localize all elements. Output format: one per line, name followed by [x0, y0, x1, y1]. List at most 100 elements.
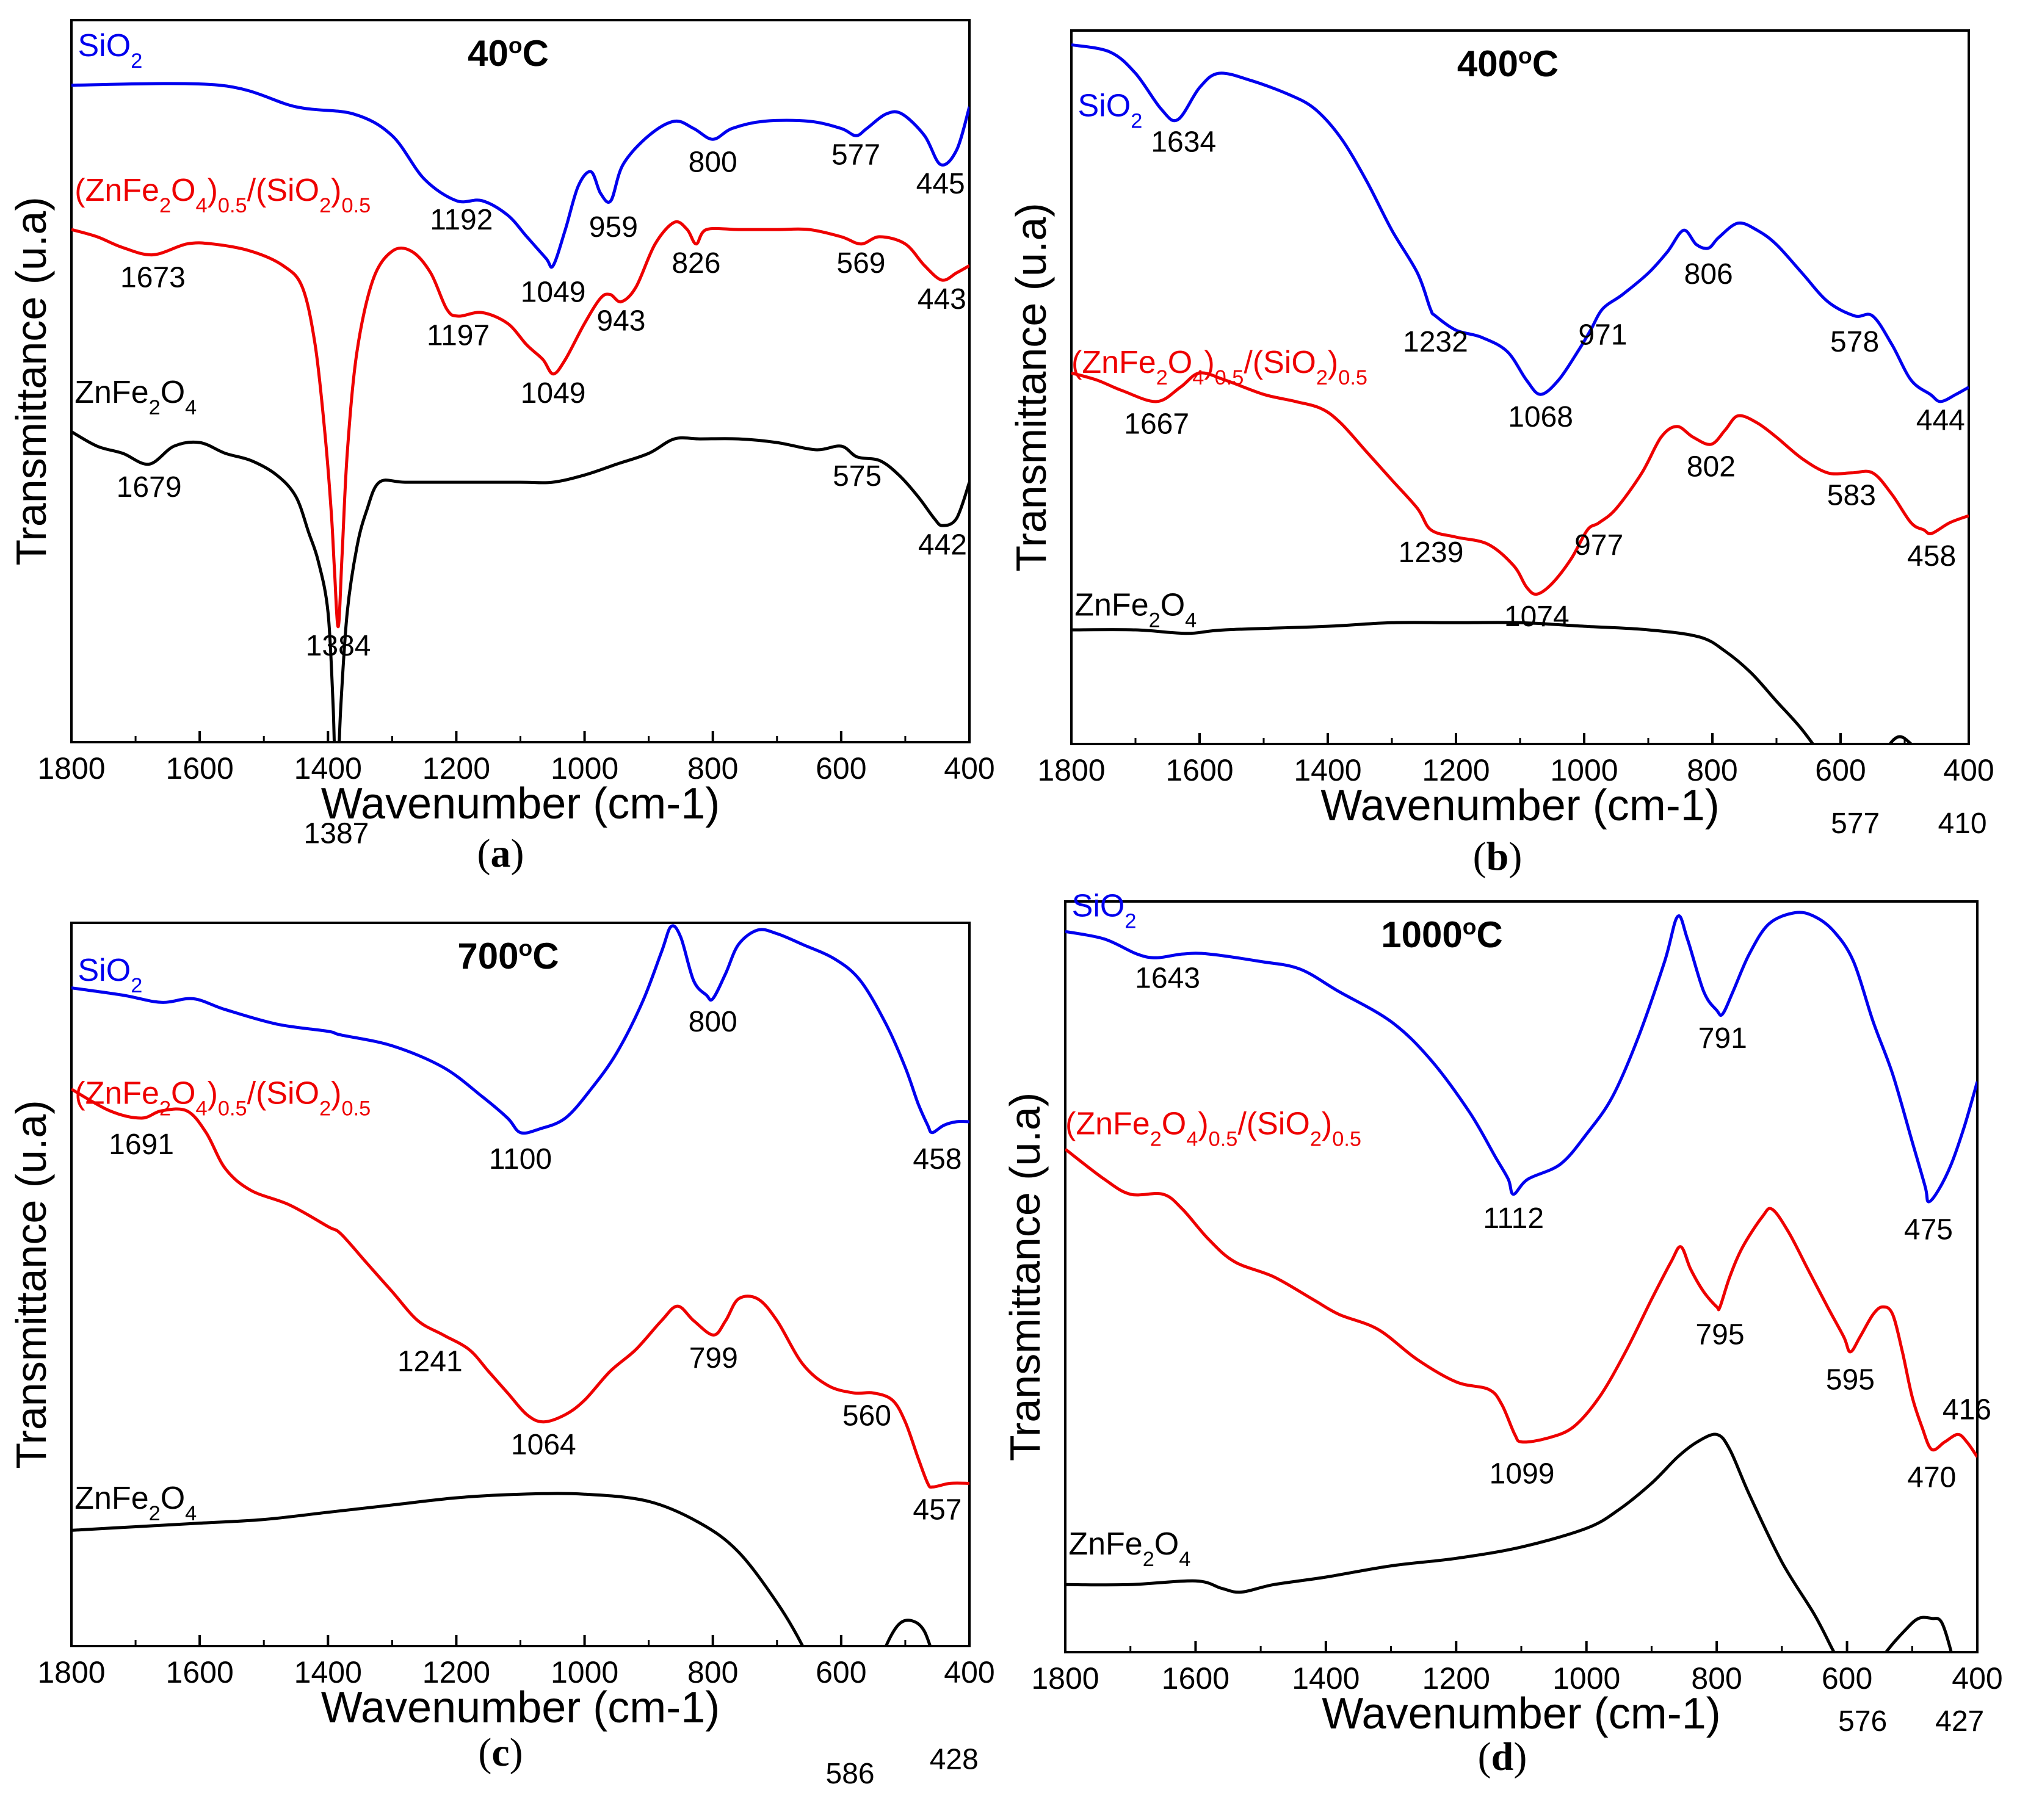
peak-label: 977 [1574, 529, 1623, 562]
x-tick-label: 1600 [166, 1655, 234, 1689]
series-line-sio2 [71, 924, 969, 1135]
peak-label: 475 [1904, 1214, 1953, 1246]
x-tick-label: 1800 [1031, 1661, 1099, 1695]
peak-label: 427 [1935, 1705, 1984, 1738]
panel-caption: (c) [478, 1730, 523, 1775]
peak-label: 583 [1827, 479, 1876, 511]
peak-label: 1192 [430, 204, 493, 236]
peak-label: 1099 [1490, 1457, 1555, 1490]
peak-label: 806 [1684, 258, 1733, 291]
x-tick-label: 400 [944, 751, 994, 785]
peak-label: 1100 [489, 1143, 552, 1175]
series-name-label: ZnFe2O4 [74, 1481, 197, 1525]
peak-label: 1064 [511, 1429, 576, 1461]
x-tick-label: 600 [816, 751, 866, 785]
peak-label: 575 [833, 460, 882, 493]
peak-label: 576 [1838, 1705, 1887, 1738]
x-tick-label: 1400 [294, 1655, 362, 1689]
peak-label: 1691 [109, 1128, 174, 1161]
peak-label: 795 [1695, 1319, 1744, 1351]
x-tick-label: 600 [816, 1655, 866, 1689]
panel-caption: (d) [1478, 1735, 1527, 1779]
peak-label: 577 [831, 139, 880, 172]
x-axis-label: Wavenumber (cm-1) [321, 1683, 720, 1732]
series-line-composite [71, 1088, 969, 1489]
peak-label: 1112 [1483, 1202, 1544, 1235]
peak-label: 560 [842, 1400, 891, 1432]
x-tick-label: 400 [1952, 1661, 2002, 1695]
y-axis-label: Transmittance (u.a) [1001, 1092, 1049, 1461]
series-line-sio2 [1065, 911, 1977, 1204]
peak-label: 1634 [1151, 126, 1216, 159]
peak-label: 1074 [1504, 601, 1570, 633]
series-name-label: (ZnFe2O4)0.5/(SiO2)0.5 [1071, 345, 1367, 389]
peak-label: 458 [1907, 540, 1956, 572]
x-tick-label: 400 [944, 1655, 994, 1689]
x-axis-label: Wavenumber (cm-1) [1320, 781, 1719, 830]
panel-title: 700oC [457, 935, 559, 977]
peak-label: 578 [1830, 326, 1879, 358]
peak-label: 959 [589, 211, 638, 244]
series-name-label: (ZnFe2O4)0.5/(SiO2)0.5 [74, 1075, 371, 1120]
x-tick-label: 600 [1815, 753, 1866, 787]
x-tick-label: 1000 [1552, 1661, 1620, 1695]
peak-label: 458 [913, 1143, 961, 1175]
peak-label: 577 [1831, 807, 1880, 840]
peak-label: 1387 [304, 818, 369, 850]
series-line-composite [1071, 371, 1969, 596]
peak-label: 445 [916, 168, 965, 200]
series-line-composite [1065, 1147, 1977, 1458]
x-tick-label: 400 [1943, 753, 1994, 787]
x-tick-label: 1000 [551, 1655, 618, 1689]
peak-label: 1667 [1124, 408, 1189, 440]
x-tick-label: 1600 [1165, 753, 1233, 787]
x-tick-label: 800 [687, 1655, 738, 1689]
peak-label: 595 [1826, 1364, 1875, 1396]
peak-label: 1232 [1403, 326, 1468, 358]
series-line-znfe2o4 [71, 430, 969, 742]
y-axis-label: Transmittance (u.a) [7, 1100, 55, 1468]
peak-label: 791 [1698, 1022, 1747, 1055]
peak-label: 569 [836, 247, 885, 280]
x-tick-label: 1400 [294, 751, 362, 785]
x-tick-label: 1800 [1037, 753, 1105, 787]
peak-label: 802 [1687, 451, 1736, 483]
x-tick-label: 1200 [1422, 1661, 1490, 1695]
peak-label: 428 [930, 1743, 979, 1775]
x-tick-label: 800 [687, 751, 738, 785]
peak-label: 1679 [117, 471, 182, 504]
x-tick-label: 1200 [422, 1655, 490, 1689]
peak-label: 1643 [1135, 962, 1200, 994]
series-line-composite [71, 220, 969, 629]
chart-panel-c: 1800 1600 1400 1200 1000 800 600 400 Wavenumber … [7, 922, 995, 1790]
peak-label: 470 [1907, 1461, 1956, 1493]
plot-frame [1064, 900, 1979, 1653]
y-axis-label: Transmittance (u.a) [7, 197, 55, 565]
chart-panel-d: 1800 1600 1400 1200 1000 800 600 400 Wavenumber … [1001, 889, 2003, 1779]
series-name-label: ZnFe2O4 [1068, 1526, 1190, 1571]
x-tick-label: 1200 [1422, 753, 1490, 787]
series-name-label: SiO2 [78, 28, 143, 73]
y-axis-label: Transmittance (u.a) [1007, 203, 1055, 571]
x-tick-label: 600 [1822, 1661, 1872, 1695]
series-name-label: (ZnFe2O4)0.5/(SiO2)0.5 [74, 173, 371, 217]
x-tick-label: 1400 [1294, 753, 1361, 787]
x-tick-label: 1000 [551, 751, 618, 785]
panel-title: 40oC [468, 32, 549, 74]
peak-label: 800 [689, 1006, 737, 1038]
peak-label: 416 [1943, 1394, 1991, 1426]
x-axis-label: Wavenumber (cm-1) [1322, 1689, 1720, 1738]
x-tick-label: 1800 [37, 1655, 105, 1689]
x-tick-label: 1800 [37, 751, 105, 785]
x-tick-label: 1400 [1292, 1661, 1360, 1695]
peak-label: 1068 [1508, 401, 1573, 433]
series-name-label: SiO2 [1072, 889, 1137, 933]
series-name-label: ZnFe2O4 [1074, 588, 1197, 632]
chart-panel-a: 1800 1600 1400 1200 1000 800 600 400 Wavenumber … [7, 19, 995, 876]
peak-label: 586 [826, 1758, 875, 1790]
peak-label: 826 [672, 247, 720, 280]
plot-frame [70, 922, 971, 1647]
panel-caption: (b) [1473, 834, 1523, 879]
peak-label: 943 [596, 305, 645, 338]
peak-label: 1239 [1399, 536, 1464, 569]
